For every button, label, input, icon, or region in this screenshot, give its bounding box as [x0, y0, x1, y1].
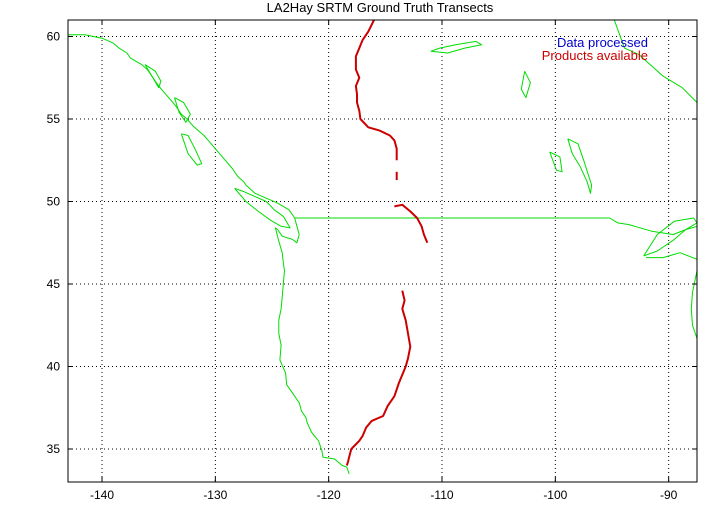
transect-montana-transect — [394, 203, 429, 244]
basemap-hudson-bay-coast — [613, 20, 697, 103]
basemap-reindeer-lake — [520, 70, 531, 99]
basemap-lake-winnipegosis — [549, 151, 563, 173]
y-tick-label: 40 — [47, 360, 61, 374]
x-tick-label: -130 — [203, 488, 227, 502]
chart-title: LA2Hay SRTM Ground Truth Transects — [267, 0, 494, 15]
axis-ticks: -140 -130 -120 -110 -100 -90 35 40 45 50 55 60 — [47, 20, 697, 502]
x-tick-label: -120 — [317, 488, 341, 502]
basemap-us-canada-border — [294, 217, 697, 235]
x-tick-label: -140 — [90, 488, 114, 502]
basemap-haida-gwaii — [180, 133, 203, 166]
grid — [68, 20, 697, 482]
transects-layer — [345, 20, 429, 466]
basemap-layer — [68, 20, 697, 474]
y-tick-label: 45 — [47, 277, 61, 291]
plot-frame — [67, 19, 698, 483]
legend-products-available: Products available — [542, 48, 648, 63]
basemap-lake-michigan — [690, 270, 697, 339]
basemap-lake-superior-south — [646, 252, 697, 260]
legend: Data processed Products available — [542, 35, 648, 63]
basemap-lake-winnipeg — [567, 138, 593, 194]
legend-data-processed: Data processed — [557, 35, 648, 50]
y-tick-label: 60 — [47, 30, 61, 44]
basemap-lake-superior — [643, 217, 697, 257]
y-tick-label: 50 — [47, 195, 61, 209]
transect-northern-bc-transect — [354, 20, 398, 161]
x-tick-label: -110 — [430, 488, 453, 502]
y-tick-label: 55 — [47, 112, 61, 126]
x-tick-label: -90 — [660, 488, 678, 502]
transect-california-nevada-transect — [345, 290, 412, 466]
y-tick-label: 35 — [47, 442, 61, 456]
basemap-alexander-archipelago — [144, 64, 162, 89]
x-tick-label: -100 — [543, 488, 567, 502]
basemap-vancouver-island — [234, 187, 291, 229]
basemap-pacific-coast — [68, 34, 350, 474]
basemap-prince-of-wales-island — [174, 97, 191, 123]
basemap-lake-athabasca — [430, 40, 483, 54]
